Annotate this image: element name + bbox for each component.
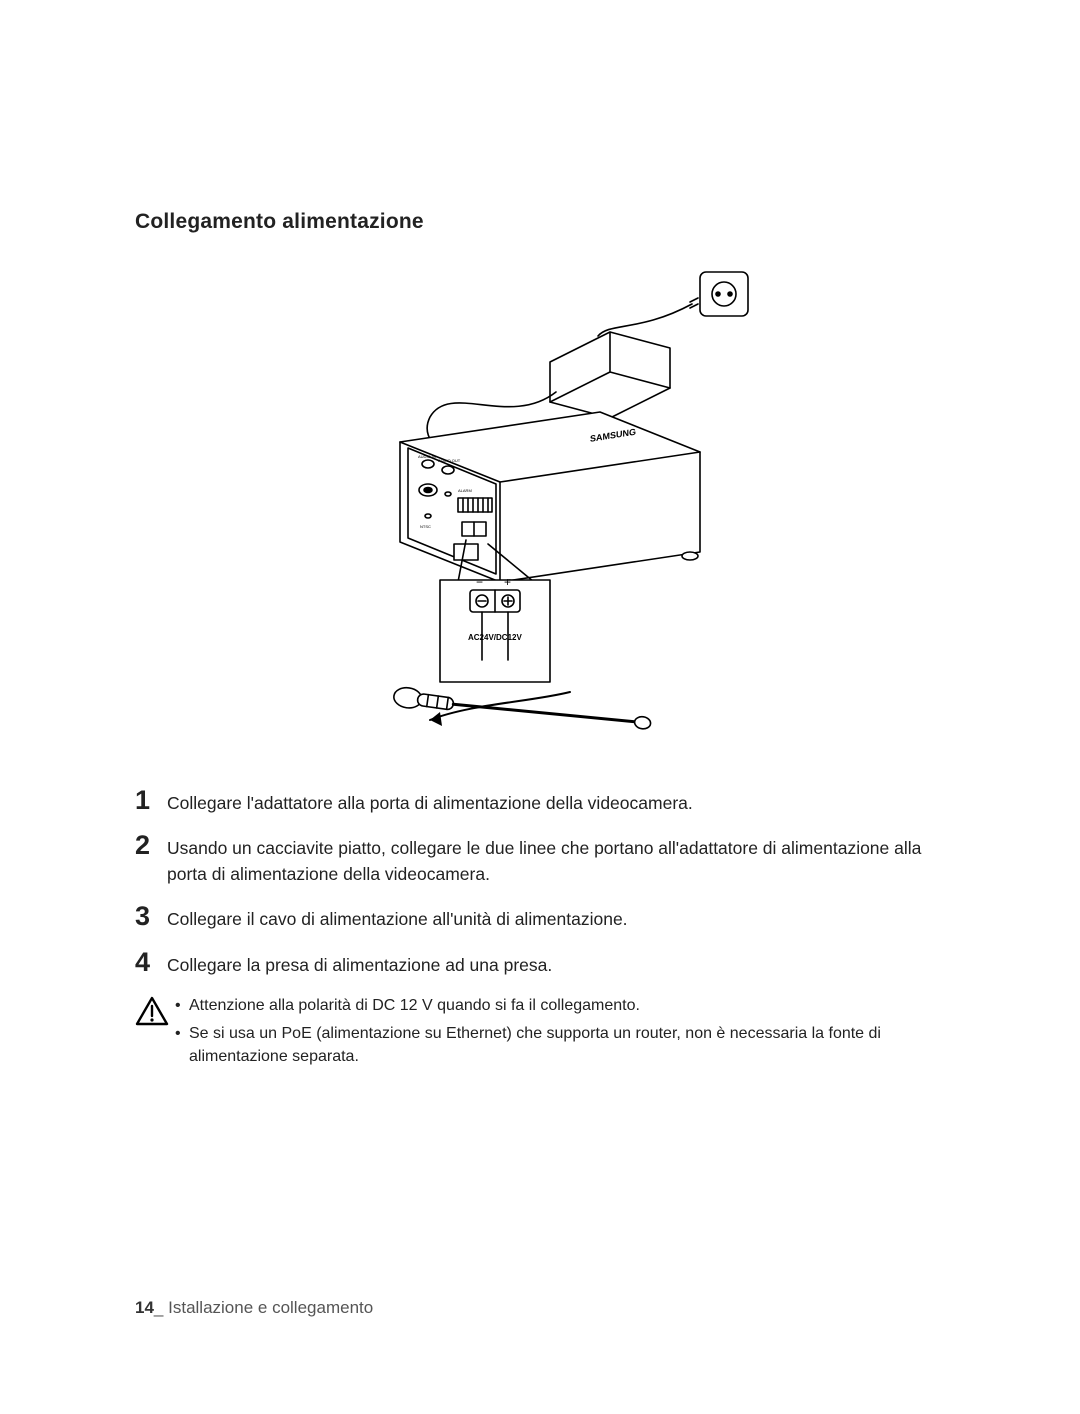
caution-block: Attenzione alla polarità di DC 12 V quan… bbox=[135, 994, 945, 1073]
screwdriver-icon bbox=[393, 682, 652, 742]
footer-separator: _ bbox=[154, 1298, 163, 1317]
svg-text:AUDIO OUT: AUDIO OUT bbox=[438, 458, 461, 463]
caution-list: Attenzione alla polarità di DC 12 V quan… bbox=[175, 994, 945, 1073]
step-number: 1 bbox=[135, 787, 163, 814]
terminal-zoom: − + AC24V/DC12V bbox=[440, 575, 550, 682]
step-number: 3 bbox=[135, 903, 163, 930]
svg-text:NTSC: NTSC bbox=[420, 524, 431, 529]
svg-text:−: − bbox=[476, 575, 483, 589]
svg-text:AUDIO IN: AUDIO IN bbox=[418, 454, 436, 459]
power-connection-figure: AUDIO IN AUDIO OUT NTSC ALARM SAMSUNG bbox=[135, 262, 945, 747]
page-number: 14 bbox=[135, 1298, 154, 1317]
page: Collegamento alimentazione bbox=[0, 0, 1080, 1414]
section-title: Collegamento alimentazione bbox=[135, 210, 945, 234]
caution-item: Attenzione alla polarità di DC 12 V quan… bbox=[175, 994, 945, 1018]
wall-outlet-icon bbox=[690, 272, 748, 316]
step-text: Collegare la presa di alimentazione ad u… bbox=[167, 949, 945, 978]
step-item: 1 Collegare l'adattatore alla porta di a… bbox=[135, 787, 945, 816]
warning-icon bbox=[135, 994, 175, 1031]
steps-list: 1 Collegare l'adattatore alla porta di a… bbox=[135, 787, 945, 978]
step-text: Collegare l'adattatore alla porta di ali… bbox=[167, 787, 945, 816]
step-item: 4 Collegare la presa di alimentazione ad… bbox=[135, 949, 945, 978]
figure-svg: AUDIO IN AUDIO OUT NTSC ALARM SAMSUNG bbox=[280, 262, 800, 742]
svg-text:+: + bbox=[504, 575, 511, 589]
step-text: Collegare il cavo di alimentazione all'u… bbox=[167, 903, 945, 932]
step-text: Usando un cacciavite piatto, collegare l… bbox=[167, 832, 945, 887]
caution-item: Se si usa un PoE (alimentazione su Ether… bbox=[175, 1022, 945, 1069]
svg-text:ALARM: ALARM bbox=[458, 488, 472, 493]
step-number: 4 bbox=[135, 949, 163, 976]
step-item: 2 Usando un cacciavite piatto, collegare… bbox=[135, 832, 945, 887]
step-number: 2 bbox=[135, 832, 163, 859]
svg-text:AC24V/DC12V: AC24V/DC12V bbox=[468, 633, 522, 642]
camera-body: AUDIO IN AUDIO OUT NTSC ALARM SAMSUNG bbox=[400, 412, 700, 588]
page-footer: 14_ Istallazione e collegamento bbox=[135, 1298, 373, 1318]
footer-section-name: Istallazione e collegamento bbox=[168, 1298, 373, 1317]
step-item: 3 Collegare il cavo di alimentazione all… bbox=[135, 903, 945, 932]
power-adaptor-icon bbox=[550, 332, 670, 418]
